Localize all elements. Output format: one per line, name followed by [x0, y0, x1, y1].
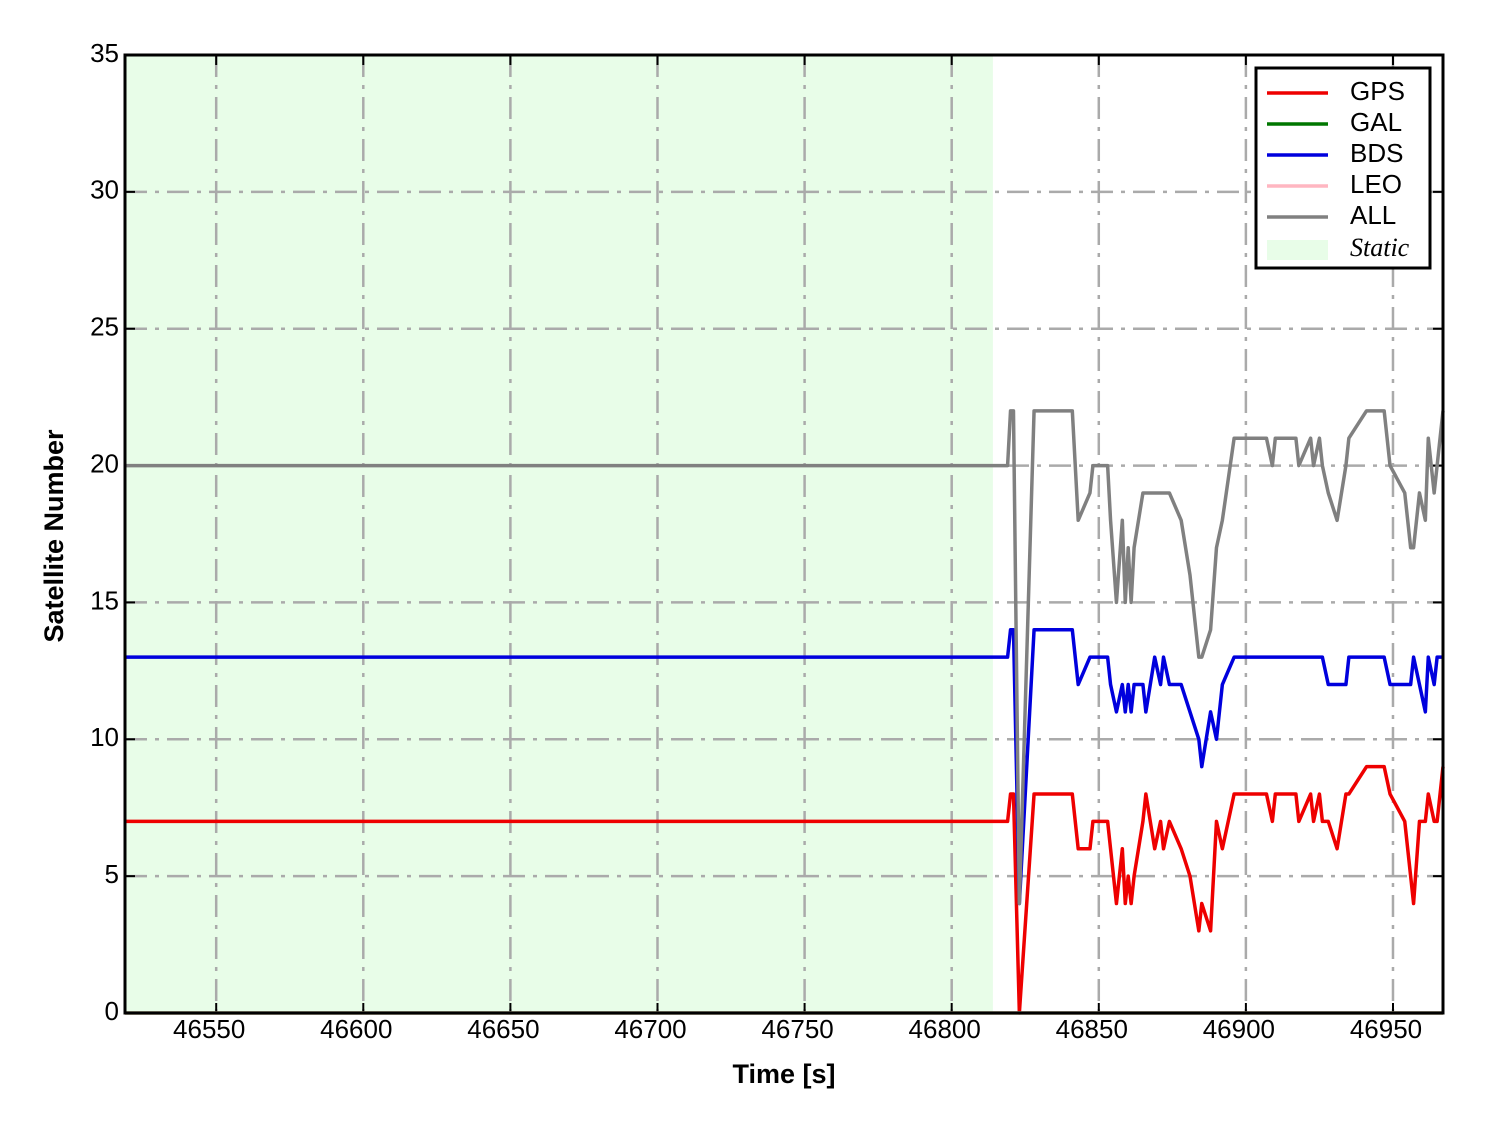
y-tick-label: 20 — [90, 448, 119, 478]
x-tick-label: 46850 — [1056, 1014, 1128, 1044]
y-tick-label: 0 — [105, 996, 119, 1026]
x-axis-label: Time [s] — [732, 1059, 835, 1089]
plot-area: 0 5 10 15 20 25 30 35 46550 46600 46650 46700 46750 4… — [90, 38, 1445, 1044]
legend-label: GAL — [1350, 107, 1402, 137]
y-tick-label: 35 — [90, 38, 119, 68]
y-tick-label: 5 — [105, 859, 119, 889]
x-tick-label: 46550 — [173, 1014, 245, 1044]
series-line — [125, 409, 1445, 906]
y-tick-label: 30 — [90, 175, 119, 205]
y-axis-label: Satellite Number — [39, 429, 69, 643]
static-region — [125, 55, 993, 1013]
series-line — [125, 628, 1443, 906]
legend-label: Static — [1350, 233, 1410, 262]
y-tick-label: 15 — [90, 585, 119, 615]
y-tick-label: 10 — [90, 722, 119, 752]
legend-box — [1254, 66, 1432, 270]
x-tick-label: 46900 — [1203, 1014, 1275, 1044]
x-tick-label: 46800 — [909, 1014, 981, 1044]
x-tick-label: 46600 — [320, 1014, 392, 1044]
legend-label: ALL — [1350, 200, 1396, 230]
x-tick-label: 46950 — [1350, 1014, 1422, 1044]
y-tick-label: 25 — [90, 312, 119, 342]
x-tick-label: 46700 — [614, 1014, 686, 1044]
x-tick-label: 46650 — [467, 1014, 539, 1044]
legend-swatch — [1267, 240, 1328, 260]
legend-label: GPS — [1350, 76, 1405, 106]
plot-frame — [123, 53, 1445, 1015]
x-tick-label: 46750 — [761, 1014, 833, 1044]
legend-label: BDS — [1350, 138, 1403, 168]
legend-label: LEO — [1350, 169, 1402, 199]
series-line — [125, 764, 1445, 1015]
